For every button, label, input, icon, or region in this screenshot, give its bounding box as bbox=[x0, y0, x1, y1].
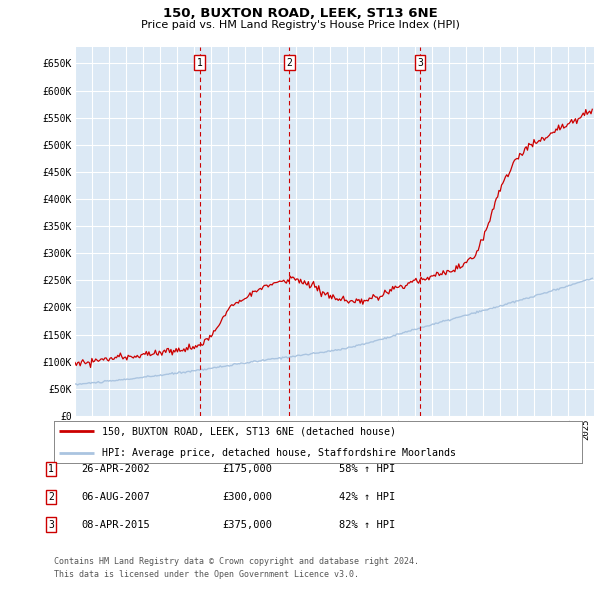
Text: This data is licensed under the Open Government Licence v3.0.: This data is licensed under the Open Gov… bbox=[54, 571, 359, 579]
Text: Contains HM Land Registry data © Crown copyright and database right 2024.: Contains HM Land Registry data © Crown c… bbox=[54, 558, 419, 566]
Text: 2: 2 bbox=[48, 492, 54, 502]
Text: 08-APR-2015: 08-APR-2015 bbox=[81, 520, 150, 529]
Text: 3: 3 bbox=[48, 520, 54, 529]
Text: 06-AUG-2007: 06-AUG-2007 bbox=[81, 492, 150, 502]
Text: 2: 2 bbox=[286, 58, 292, 68]
Text: 42% ↑ HPI: 42% ↑ HPI bbox=[339, 492, 395, 502]
Text: HPI: Average price, detached house, Staffordshire Moorlands: HPI: Average price, detached house, Staf… bbox=[101, 448, 455, 457]
Text: 26-APR-2002: 26-APR-2002 bbox=[81, 464, 150, 474]
Text: £175,000: £175,000 bbox=[222, 464, 272, 474]
Text: £375,000: £375,000 bbox=[222, 520, 272, 529]
Text: 1: 1 bbox=[197, 58, 202, 68]
Text: 150, BUXTON ROAD, LEEK, ST13 6NE: 150, BUXTON ROAD, LEEK, ST13 6NE bbox=[163, 7, 437, 20]
Text: Price paid vs. HM Land Registry's House Price Index (HPI): Price paid vs. HM Land Registry's House … bbox=[140, 20, 460, 30]
Text: 150, BUXTON ROAD, LEEK, ST13 6NE (detached house): 150, BUXTON ROAD, LEEK, ST13 6NE (detach… bbox=[101, 427, 395, 436]
Text: 3: 3 bbox=[417, 58, 423, 68]
Text: £300,000: £300,000 bbox=[222, 492, 272, 502]
Text: 82% ↑ HPI: 82% ↑ HPI bbox=[339, 520, 395, 529]
Text: 58% ↑ HPI: 58% ↑ HPI bbox=[339, 464, 395, 474]
Text: 1: 1 bbox=[48, 464, 54, 474]
